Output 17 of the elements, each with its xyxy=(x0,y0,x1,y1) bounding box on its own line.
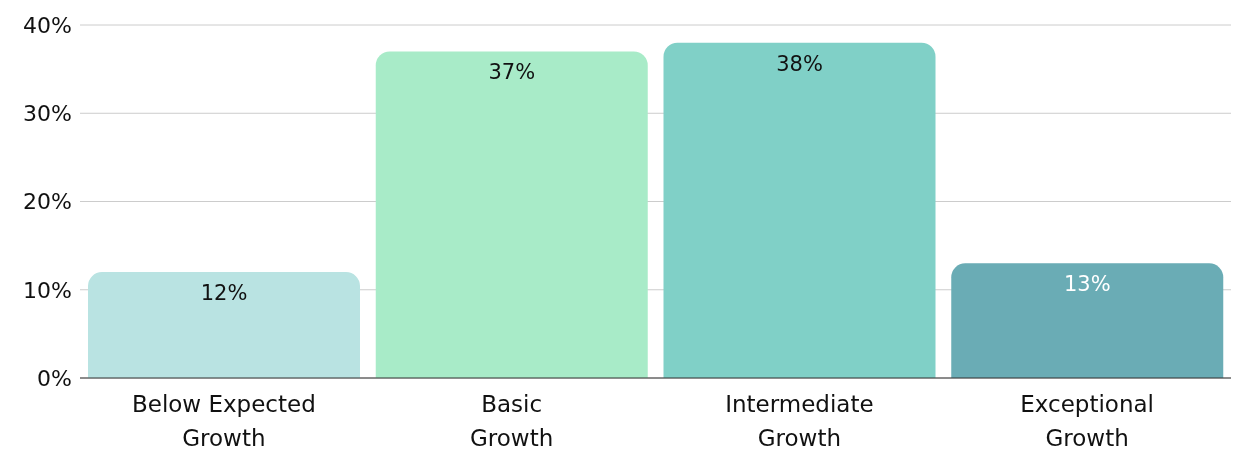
x-tick-label: Basic Growth xyxy=(469,391,554,449)
data-label: 12% xyxy=(200,281,248,306)
data-label: 13% xyxy=(1063,272,1111,297)
y-tick-label: 10% xyxy=(23,277,72,303)
x-tick-label: Intermediate Growth xyxy=(725,391,874,449)
y-tick-label: 0% xyxy=(37,365,72,391)
x-tick-label: Exceptional Growth xyxy=(1020,391,1154,449)
y-tick-label: 20% xyxy=(23,189,72,215)
data-label: 38% xyxy=(776,51,823,76)
data-label: 37% xyxy=(488,60,536,85)
y-tick-label: 40% xyxy=(23,12,72,38)
bar xyxy=(951,263,1224,378)
y-tick-label: 30% xyxy=(23,101,72,127)
bar xyxy=(88,272,360,378)
x-tick-label: Below Expected Growth xyxy=(131,391,316,449)
bar xyxy=(375,51,648,378)
bar xyxy=(663,42,936,378)
